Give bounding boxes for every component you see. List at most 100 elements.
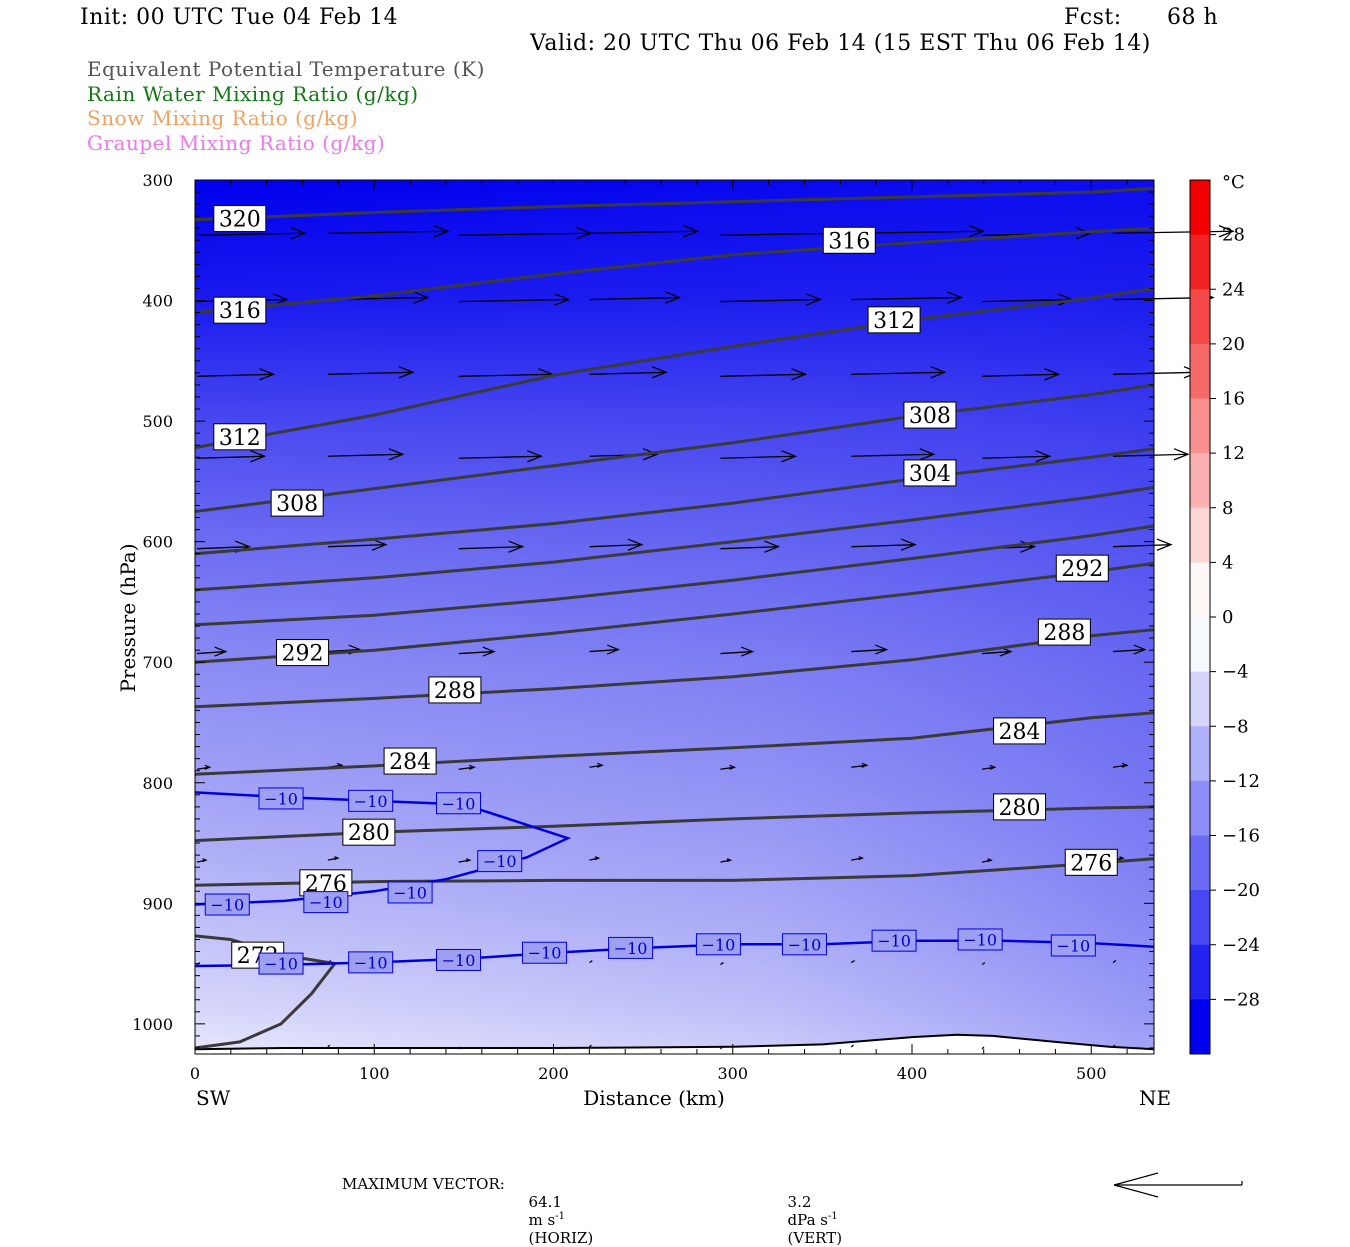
x-tick-label: 400 xyxy=(897,1064,928,1083)
wind-vector xyxy=(327,544,386,548)
theta-e-contour xyxy=(194,383,1155,513)
vert-value: 3.2 xyxy=(787,1193,812,1211)
temperature-labels: −10 −10 −10 −10 −10 −10 −10 −10 −10 −10 −10 −10 −10 −… xyxy=(204,787,1096,975)
x-tick-label: 0 xyxy=(190,1064,200,1083)
theta-e-contour xyxy=(194,711,1155,776)
colorbar-tick-label: 4 xyxy=(1222,552,1233,573)
wind-vector-head xyxy=(597,762,604,768)
temp-label-box xyxy=(348,789,394,812)
wind-vector xyxy=(1112,648,1146,653)
wind-vector-head xyxy=(627,538,644,551)
temp-label: −10 xyxy=(483,852,517,871)
colorbar-segment xyxy=(1190,343,1210,399)
temp-label: −10 xyxy=(264,955,298,974)
temp-label: −10 xyxy=(354,953,388,972)
wind-vector-head xyxy=(875,644,889,655)
theta-e-label: 288 xyxy=(434,679,476,704)
wind-vector xyxy=(589,1044,592,1048)
horiz-tag: (HORIZ) xyxy=(528,1229,594,1247)
temp-label-box xyxy=(303,891,349,914)
temp-label: −10 xyxy=(614,939,648,958)
wind-vector-head xyxy=(683,225,700,238)
wind-vector xyxy=(1112,960,1117,964)
temp-label: −10 xyxy=(264,789,298,808)
theta-e-label: 280 xyxy=(999,796,1041,821)
y-axis-label: Pressure (hPa) xyxy=(116,544,140,693)
theta-e-label: 292 xyxy=(282,642,324,667)
theta-e-label: 312 xyxy=(873,309,915,334)
temp-label: −10 xyxy=(528,944,562,963)
y-tick-label: 600 xyxy=(142,533,173,552)
wind-vector-head xyxy=(482,646,496,657)
temp-label: −10 xyxy=(702,935,736,954)
colorbar-segment xyxy=(1190,180,1210,236)
wind-vector xyxy=(589,296,680,301)
wind-vector-head xyxy=(858,856,865,861)
horiz-exponent: -1 xyxy=(555,1211,565,1222)
colorbar-tick-label: 8 xyxy=(1222,498,1233,519)
colorbar-segment xyxy=(1190,234,1210,290)
temp-label: −10 xyxy=(210,896,244,915)
y-tick-label: 400 xyxy=(142,292,173,311)
colorbar-segment xyxy=(1190,453,1210,509)
temp-label: −10 xyxy=(354,792,388,811)
wind-vector-head xyxy=(398,366,415,379)
colorbar-unit: °C xyxy=(1222,172,1245,193)
x-axis-left-label: SW xyxy=(196,1086,231,1110)
wind-vector-head xyxy=(987,858,993,863)
colorbar-segment xyxy=(1190,398,1210,454)
wind-vector-head xyxy=(1044,368,1061,381)
temp-label-box xyxy=(204,893,250,916)
forecast-hour: 68 h xyxy=(1167,5,1219,30)
legend-snow: Snow Mixing Ratio (g/kg) xyxy=(87,106,359,130)
theta-e-label-box xyxy=(867,306,921,334)
x-tick-label: 300 xyxy=(717,1064,748,1083)
wind-vector-head xyxy=(919,448,936,461)
wind-vector xyxy=(850,960,855,964)
theta-e-label: 292 xyxy=(1061,557,1103,582)
forecast-label: Fcst: xyxy=(1064,5,1122,30)
wind-vector xyxy=(1112,1044,1116,1048)
temp-label-box xyxy=(608,936,654,959)
wind-vector xyxy=(196,455,265,459)
wind-vector-head xyxy=(1156,538,1173,551)
colorbar-segment xyxy=(1190,835,1210,891)
wind-vector-head xyxy=(433,225,450,238)
wind-vector-head xyxy=(526,450,543,463)
wind-vector-head xyxy=(594,856,601,861)
wind-vector-head xyxy=(554,293,571,306)
wind-vector-head xyxy=(334,856,340,861)
colorbar-segment xyxy=(1190,780,1210,836)
max-vector-horiz: 64.1 m s-1 (HORIZ) xyxy=(519,1175,594,1247)
theta-e-label-box xyxy=(213,205,267,233)
wind-vector-head xyxy=(1119,856,1125,861)
temp-label: −10 xyxy=(393,883,427,902)
wind-vector xyxy=(720,232,841,236)
theta-e-contour xyxy=(194,447,1155,556)
wind-vector-head xyxy=(764,540,781,553)
wind-vector-head xyxy=(1035,450,1052,463)
plot-frame xyxy=(194,179,1155,1055)
colorbar-tick-label: 12 xyxy=(1222,443,1245,464)
colorbar-tick-label: −8 xyxy=(1222,716,1249,737)
wind-vector-head xyxy=(371,538,388,551)
axes: 300 400 500 600 700 800 900 1000 0 100 200 300 400 50… xyxy=(132,171,1154,1083)
theta-e-label-box xyxy=(993,793,1047,821)
y-tick-label: 900 xyxy=(142,894,173,913)
wind-vector-head xyxy=(413,291,430,304)
temp-label-box xyxy=(781,933,827,956)
theta-e-labels: 320 316 316 312 312 308 308 304 292 292 288 288 284 2… xyxy=(213,205,1118,969)
wind-vector xyxy=(589,648,619,653)
vert-exponent: -1 xyxy=(827,1211,838,1222)
colorbar-segment xyxy=(1190,507,1210,563)
temp-label: −10 xyxy=(442,794,476,813)
horiz-value: 64.1 xyxy=(528,1193,562,1211)
wind-vector-head xyxy=(202,858,208,863)
wind-vector-head xyxy=(806,293,823,306)
theta-e-label-box xyxy=(270,489,324,517)
x-tick-label: 100 xyxy=(359,1064,390,1083)
temp-label-box xyxy=(957,928,1003,951)
init-time: Init: 00 UTC Tue 04 Feb 14 xyxy=(80,5,399,30)
theta-e-label-box xyxy=(1055,554,1109,582)
wind-vector xyxy=(327,371,413,375)
